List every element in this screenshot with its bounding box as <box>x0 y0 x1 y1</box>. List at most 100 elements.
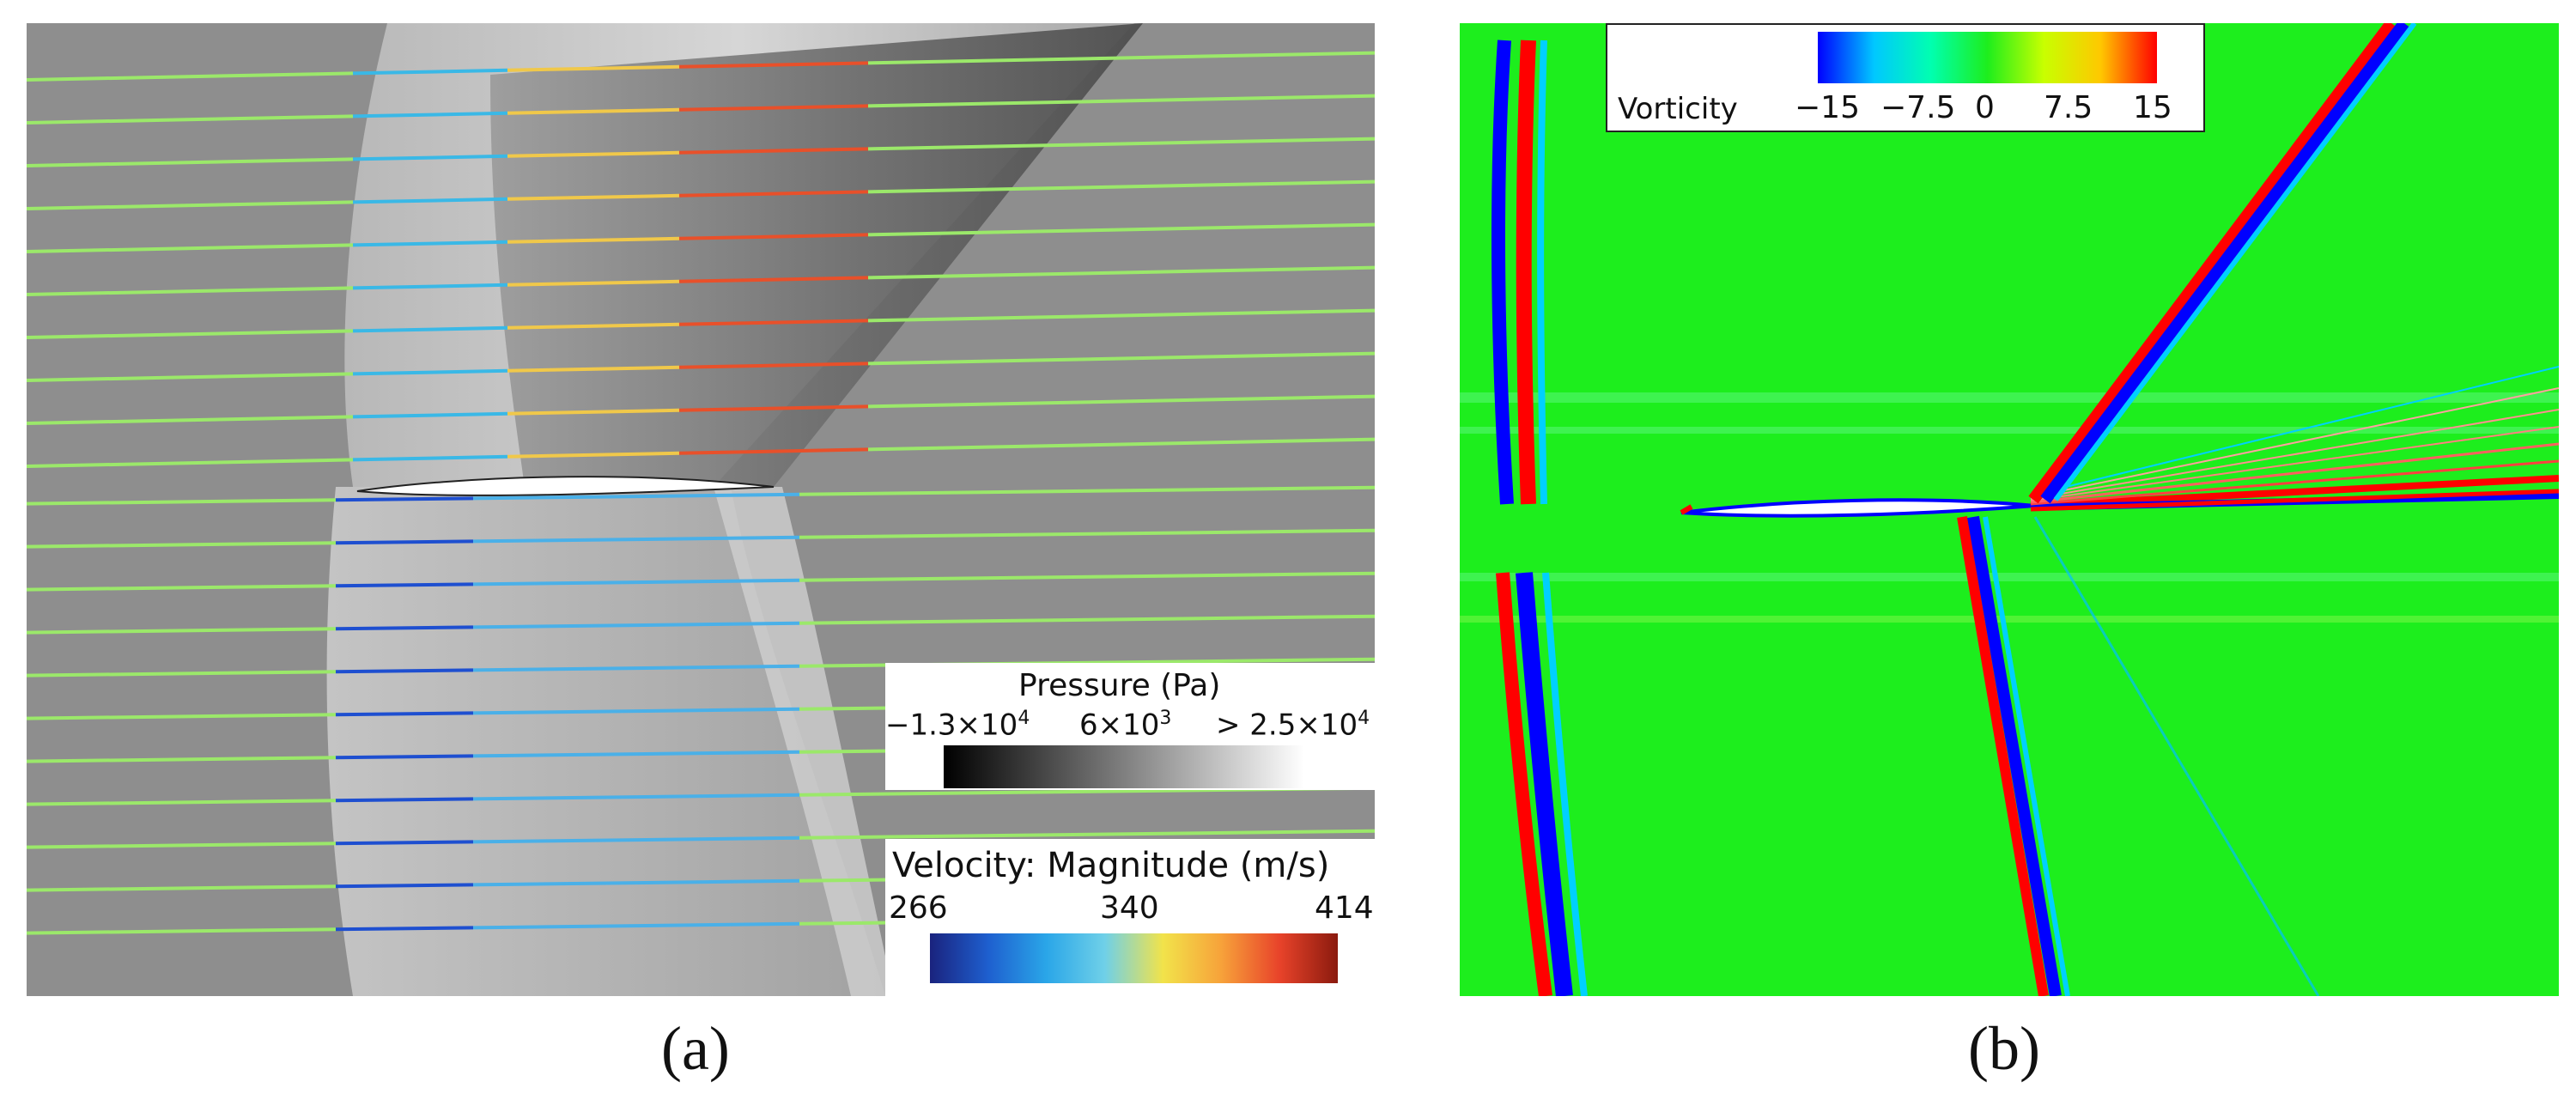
streamline-7-segment-1 <box>352 368 508 376</box>
lower-expansion-region <box>326 487 885 996</box>
streamline-13-segment-2 <box>472 621 800 629</box>
streamline-18-segment-2 <box>472 836 800 844</box>
streamline-9-segment-3 <box>678 447 869 455</box>
streamline-8-segment-3 <box>678 404 869 412</box>
pressure-tick-max: > 2.5×104 <box>1216 708 1370 743</box>
streamline-0-segment-3 <box>678 61 869 69</box>
streamline-3-segment-3 <box>678 190 869 198</box>
streamline-11-segment-0 <box>27 541 337 549</box>
streamline-0-segment-2 <box>507 64 680 72</box>
streamline-18-segment-3 <box>799 829 1375 840</box>
streamline-10-segment-3 <box>799 485 1375 496</box>
streamline-13-segment-1 <box>335 625 474 631</box>
pressure-field-plot <box>27 23 1375 996</box>
vorticity-tick-4: 7.5 <box>2044 90 2093 125</box>
streamline-14-segment-0 <box>27 670 337 678</box>
streamline-0-segment-1 <box>352 68 508 76</box>
streamline-7-segment-4 <box>867 351 1375 366</box>
panel-b-vorticity: Vorticity −15 −7.5 0 7.5 15 <box>1460 23 2559 996</box>
streamline-14-segment-2 <box>472 664 800 672</box>
streamline-2-segment-3 <box>678 147 869 155</box>
streamline-6-segment-0 <box>27 329 354 339</box>
streamline-19-segment-0 <box>27 884 337 892</box>
vorticity-field-plot <box>1460 23 2559 996</box>
streamline-5-segment-1 <box>352 283 508 290</box>
streamline-6-segment-4 <box>867 308 1375 323</box>
streamline-16-segment-2 <box>472 750 800 758</box>
streamline-1-segment-0 <box>27 114 354 125</box>
streamline-1-segment-1 <box>352 111 508 118</box>
streamline-15-segment-1 <box>335 711 474 717</box>
streamline-4-segment-4 <box>867 222 1375 237</box>
streamline-3-segment-4 <box>867 179 1375 194</box>
streamline-7-segment-2 <box>507 365 680 373</box>
streamline-17-segment-2 <box>472 793 800 801</box>
streamline-9-segment-1 <box>352 454 508 462</box>
streamline-17-segment-1 <box>335 797 474 803</box>
caption-b: (b) <box>1968 1014 2040 1083</box>
lower-light-band <box>714 487 894 996</box>
streamline-12-segment-3 <box>799 571 1375 582</box>
streamline-9-segment-2 <box>507 451 680 459</box>
streamline-1-segment-3 <box>678 104 869 112</box>
caption-a: (a) <box>661 1014 730 1083</box>
streamline-12-segment-2 <box>472 578 800 586</box>
vorticity-colorbar <box>1818 32 2157 83</box>
streamline-6-segment-3 <box>678 319 869 326</box>
streamline-3-segment-1 <box>352 197 508 204</box>
streamline-4-segment-2 <box>507 236 680 244</box>
velocity-legend-title: Velocity: Magnitude (m/s) <box>892 846 1330 885</box>
streamline-0-segment-0 <box>27 71 354 82</box>
leading-edge-mark <box>1680 504 1693 515</box>
streamline-11-segment-3 <box>799 528 1375 539</box>
streamline-5-segment-3 <box>678 276 869 283</box>
streamline-20-segment-0 <box>27 927 337 935</box>
airfoil-b <box>1680 498 2036 518</box>
streamline-17-segment-0 <box>27 799 337 806</box>
pressure-legend-title: Pressure (Pa) <box>1018 668 1221 703</box>
velocity-streamlines <box>27 51 1375 935</box>
streamline-7-segment-3 <box>678 362 869 369</box>
velocity-tick-max: 414 <box>1315 890 1374 926</box>
streamline-5-segment-4 <box>867 265 1375 280</box>
streamline-19-segment-1 <box>335 883 474 889</box>
streamline-11-segment-2 <box>472 535 800 544</box>
pressure-legend: Pressure (Pa) −1.3×104 6×103 > 2.5×104 <box>885 663 1375 790</box>
streamline-0-segment-4 <box>867 51 1375 65</box>
streamline-5-segment-2 <box>507 279 680 287</box>
background-bands <box>1460 392 2559 623</box>
streamline-4-segment-3 <box>678 233 869 240</box>
velocity-tick-mid: 340 <box>1100 890 1159 926</box>
streamline-14-segment-1 <box>335 668 474 674</box>
streamline-15-segment-2 <box>472 707 800 715</box>
panel-a-pressure-streamlines: Pressure (Pa) −1.3×104 6×103 > 2.5×104 V… <box>27 23 1375 996</box>
streamline-16-segment-1 <box>335 754 474 760</box>
streamline-18-segment-1 <box>335 840 474 846</box>
streamline-4-segment-0 <box>27 243 354 253</box>
vorticity-tick-5: 15 <box>2133 90 2172 125</box>
streamline-12-segment-0 <box>27 584 337 592</box>
streamline-13-segment-0 <box>27 627 337 635</box>
streamline-6-segment-2 <box>507 322 680 330</box>
pressure-colorbar <box>944 745 1304 788</box>
wake-lines <box>2030 366 2559 512</box>
streamline-5-segment-0 <box>27 286 354 296</box>
streamline-3-segment-2 <box>507 193 680 201</box>
streamline-8-segment-2 <box>507 408 680 416</box>
streamline-3-segment-0 <box>27 200 354 210</box>
upper-compression-region <box>490 23 1143 487</box>
pressure-tick-mid: 6×103 <box>1079 708 1172 743</box>
streamline-10-segment-0 <box>27 498 337 506</box>
lower-oblique-shock <box>1957 515 2320 996</box>
pressure-tick-min: −1.3×104 <box>885 708 1030 743</box>
streamline-15-segment-0 <box>27 713 337 720</box>
streamline-2-segment-0 <box>27 157 354 167</box>
streamline-12-segment-1 <box>335 582 474 588</box>
velocity-tick-min: 266 <box>889 890 948 926</box>
streamline-9-segment-0 <box>27 458 354 468</box>
streamline-20-segment-1 <box>335 926 474 932</box>
vorticity-tick-1: −15 <box>1795 90 1860 125</box>
streamline-20-segment-2 <box>472 921 800 930</box>
streamline-10-segment-1 <box>335 496 474 502</box>
streamline-11-segment-1 <box>335 539 474 545</box>
